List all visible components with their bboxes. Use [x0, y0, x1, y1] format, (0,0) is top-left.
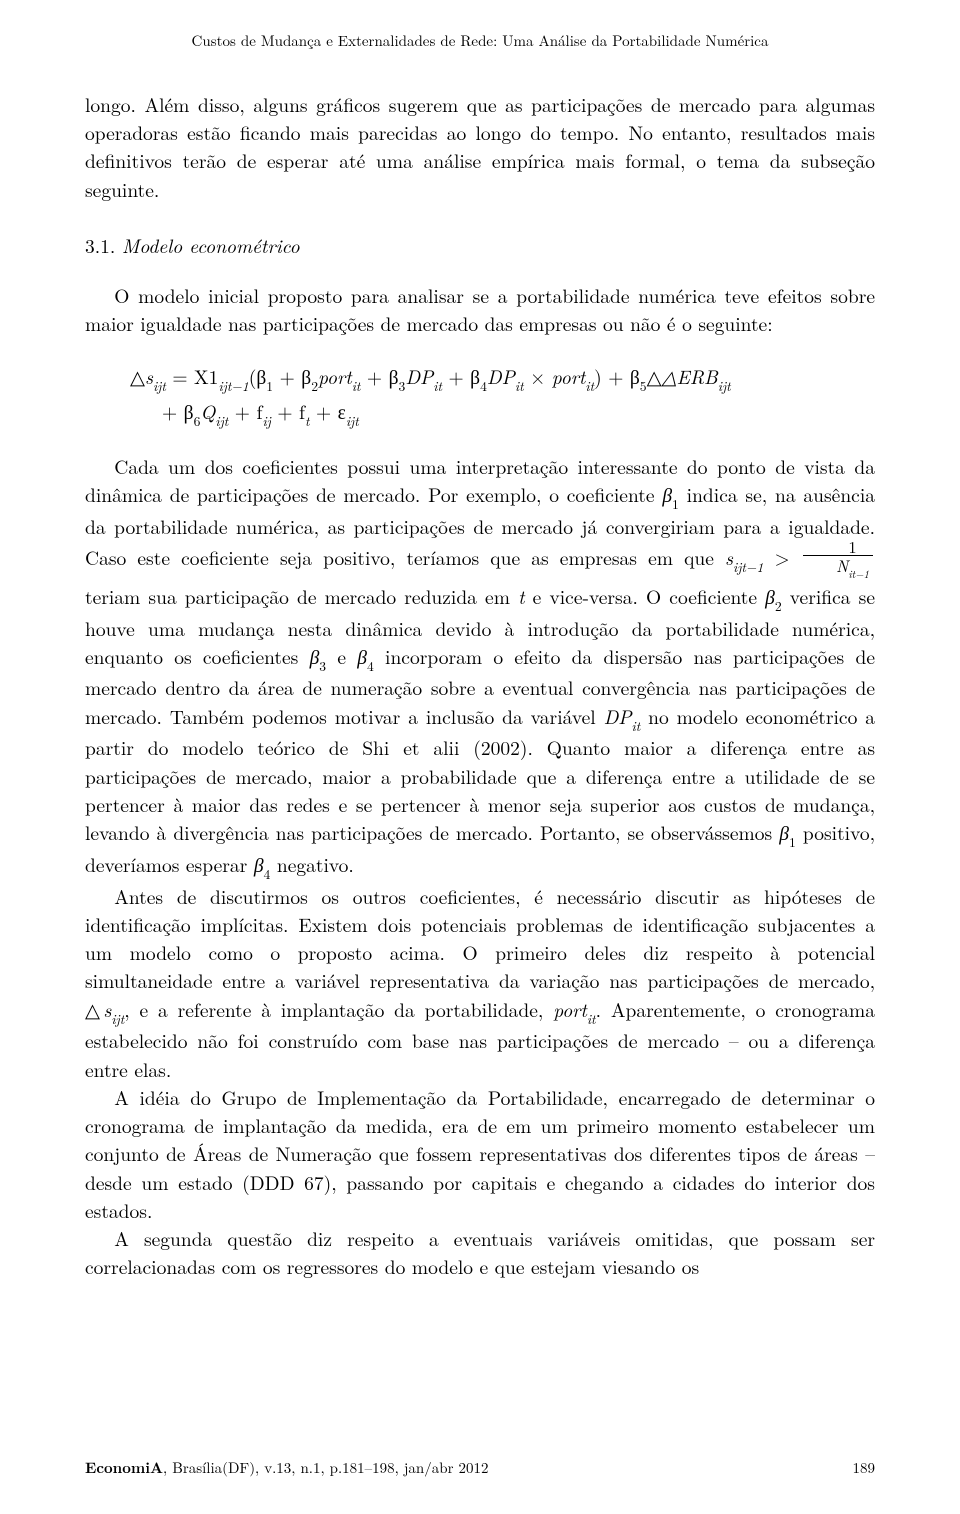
paragraph-4: Antes de discutirmos os outros coeficien…	[85, 882, 875, 1083]
footer: EconomiA, Brasília(DF), v.13, n.1, p.181…	[85, 1457, 875, 1479]
footer-citation: EconomiA, Brasília(DF), v.13, n.1, p.181…	[85, 1457, 488, 1479]
paragraph-1: longo. Além disso, alguns gráficos suger…	[85, 90, 875, 203]
paragraph-6: A segunda questão diz respeito a eventua…	[85, 1224, 875, 1281]
equation-line-2: + β6Qijt + fij + ft + εijt	[130, 395, 875, 430]
page-number: 189	[852, 1457, 875, 1479]
section-number: 3.1.	[85, 231, 115, 259]
section-title: Modelo econométrico	[122, 231, 300, 259]
equation-line-1: △sijt = X1ijt−1(β1 + β2portit + β3DPit +…	[130, 360, 875, 395]
section-heading: 3.1. Modelo econométrico	[85, 231, 875, 259]
equation: △sijt = X1ijt−1(β1 + β2portit + β3DPit +…	[130, 360, 875, 430]
paragraph-5: A idéia do Grupo de Implementação da Por…	[85, 1083, 875, 1224]
paragraph-3: Cada um dos coeficientes possui uma inte…	[85, 452, 875, 882]
running-header: Custos de Mudança e Externalidades de Re…	[85, 30, 875, 52]
paragraph-2: O modelo inicial proposto para analisar …	[85, 281, 875, 338]
